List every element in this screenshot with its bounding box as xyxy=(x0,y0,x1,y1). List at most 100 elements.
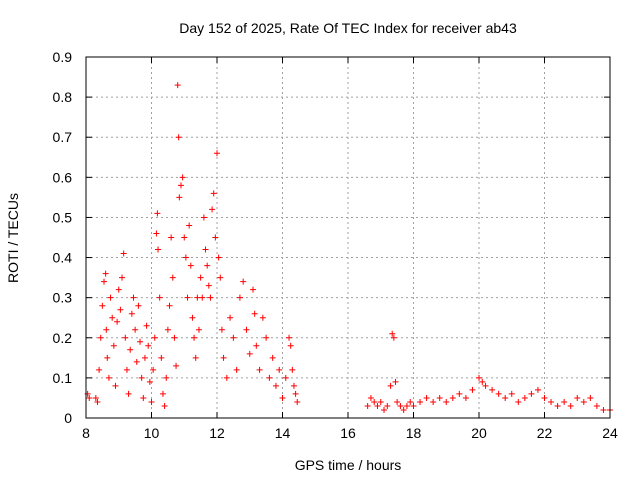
y-tick-label: 0.1 xyxy=(53,370,73,386)
data-point xyxy=(114,318,121,325)
y-tick-label: 0.4 xyxy=(53,250,73,266)
data-point xyxy=(236,294,243,301)
data-point xyxy=(430,398,437,405)
data-point xyxy=(166,302,173,309)
data-point xyxy=(374,402,381,409)
data-point xyxy=(174,82,181,89)
data-point xyxy=(279,394,286,401)
data-point xyxy=(105,374,112,381)
x-tick-label: 18 xyxy=(406,425,422,441)
data-point xyxy=(164,326,171,333)
data-point xyxy=(263,334,270,341)
y-tick-label: 0.9 xyxy=(53,49,73,65)
data-point xyxy=(371,398,378,405)
data-point xyxy=(215,254,222,261)
data-point xyxy=(593,402,600,409)
data-point xyxy=(104,354,111,361)
data-point xyxy=(195,326,202,333)
data-point xyxy=(109,314,116,321)
data-point xyxy=(133,358,140,365)
x-tick-label: 22 xyxy=(537,425,553,441)
data-point xyxy=(187,262,194,269)
data-point xyxy=(410,402,417,409)
x-tick-label: 10 xyxy=(144,425,160,441)
data-point xyxy=(120,250,127,257)
x-tick-labels: 8 10 12 14 16 18 20 22 24 xyxy=(82,425,618,441)
data-point xyxy=(128,310,135,317)
data-point xyxy=(210,190,217,197)
data-point xyxy=(223,374,230,381)
data-point xyxy=(286,334,293,341)
data-point xyxy=(169,274,176,281)
data-point xyxy=(181,234,188,241)
data-point xyxy=(541,394,548,401)
data-point xyxy=(502,394,509,401)
data-point xyxy=(567,402,574,409)
data-point xyxy=(587,394,594,401)
data-point xyxy=(449,394,456,401)
data-point xyxy=(290,382,297,389)
data-point xyxy=(574,394,581,401)
data-point xyxy=(423,394,430,401)
data-point xyxy=(561,398,568,405)
data-point xyxy=(151,334,158,341)
data-points xyxy=(84,82,613,413)
data-point xyxy=(122,334,129,341)
data-point xyxy=(200,214,207,221)
data-point xyxy=(390,334,397,341)
data-point xyxy=(207,294,214,301)
data-point xyxy=(115,286,122,293)
data-point xyxy=(143,322,150,329)
data-point xyxy=(186,222,193,229)
data-point xyxy=(209,206,216,213)
data-point xyxy=(489,386,496,393)
data-point xyxy=(272,382,279,389)
data-point xyxy=(150,366,157,373)
data-point xyxy=(145,342,152,349)
data-point xyxy=(476,374,482,381)
data-point xyxy=(117,306,124,313)
data-point xyxy=(110,342,117,349)
data-point xyxy=(282,374,289,381)
data-point xyxy=(246,350,253,357)
data-point xyxy=(534,386,541,393)
data-point xyxy=(253,342,260,349)
data-point xyxy=(230,334,237,341)
data-point xyxy=(192,354,199,361)
y-tick-label: 0.3 xyxy=(53,290,73,306)
data-point xyxy=(482,382,489,389)
data-point xyxy=(130,294,137,301)
y-tick-label: 0.7 xyxy=(53,129,73,145)
x-tick-label: 8 xyxy=(82,425,90,441)
data-point xyxy=(155,246,162,253)
data-point xyxy=(289,366,296,373)
data-point xyxy=(218,326,225,333)
data-point xyxy=(86,394,93,401)
data-point xyxy=(469,386,476,393)
y-tick-labels: 0 0.1 0.2 0.3 0.4 0.5 0.6 0.7 0.8 0.9 xyxy=(53,49,73,426)
data-point xyxy=(119,274,126,281)
data-point xyxy=(240,278,247,285)
data-point xyxy=(127,346,134,353)
data-point xyxy=(387,382,394,389)
data-point xyxy=(367,394,374,401)
data-point xyxy=(287,342,294,349)
data-point xyxy=(407,398,414,405)
data-point xyxy=(153,230,160,237)
data-point xyxy=(220,354,227,361)
data-point xyxy=(443,398,450,405)
data-point xyxy=(214,150,220,157)
data-point xyxy=(138,374,145,381)
data-point xyxy=(184,294,191,301)
data-point xyxy=(381,406,388,413)
data-point xyxy=(107,294,114,301)
data-point xyxy=(168,234,175,241)
data-point xyxy=(202,246,209,253)
data-point xyxy=(112,382,119,389)
data-point xyxy=(175,134,182,141)
data-point xyxy=(276,366,283,373)
data-point xyxy=(250,286,257,293)
data-point xyxy=(204,262,211,269)
data-point xyxy=(92,394,99,401)
data-point xyxy=(256,366,263,373)
